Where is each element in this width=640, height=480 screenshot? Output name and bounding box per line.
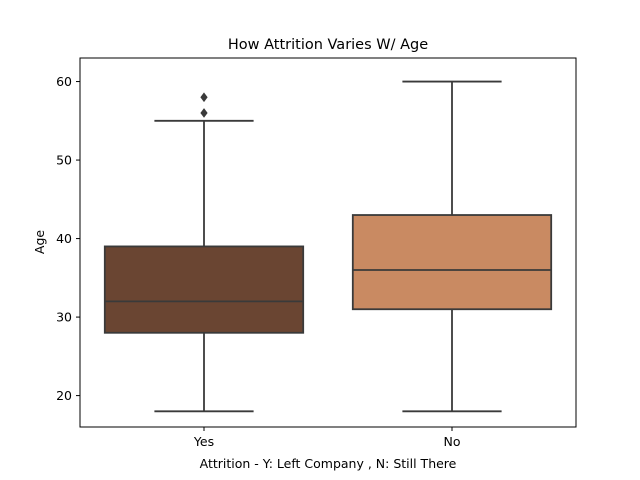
outlier-point-yes — [200, 108, 208, 118]
x-axis-label: Attrition - Y: Left Company , N: Still T… — [200, 456, 457, 471]
chart-title: How Attrition Varies W/ Age — [228, 37, 428, 53]
y-tick-label: 60 — [56, 74, 72, 89]
y-tick-label: 40 — [56, 231, 72, 246]
y-axis-label: Age — [32, 230, 47, 254]
y-tick-label: 20 — [56, 388, 72, 403]
x-tick-label: No — [444, 434, 461, 449]
box-yes — [103, 245, 305, 334]
y-tick-label: 50 — [56, 153, 72, 168]
y-tick-label: 30 — [56, 310, 72, 325]
plot-frame — [79, 57, 577, 428]
x-tick-label: Yes — [193, 434, 214, 449]
outlier-point-yes — [200, 92, 208, 103]
box-no — [351, 214, 553, 311]
plot-area: 20 30 40 50 60 Yes No — [56, 74, 553, 449]
